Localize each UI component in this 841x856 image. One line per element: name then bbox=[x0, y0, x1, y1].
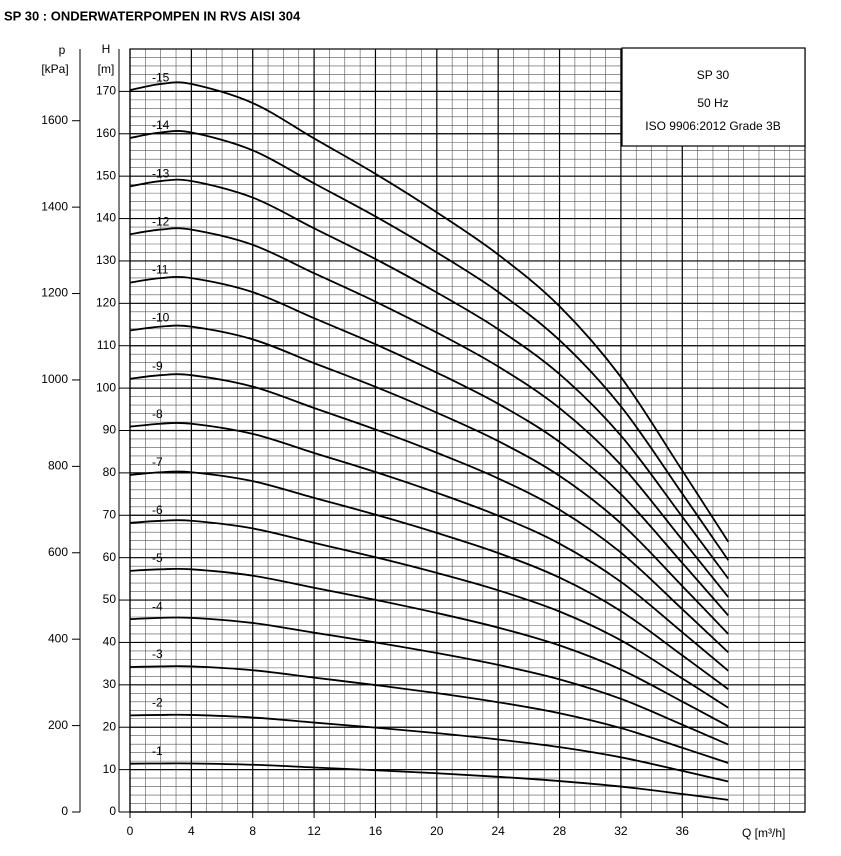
curve-label: -2 bbox=[152, 696, 163, 710]
info-line: ISO 9906:2012 Grade 3B bbox=[645, 119, 780, 133]
curve-label: -12 bbox=[152, 214, 170, 228]
pump-curve bbox=[129, 665, 729, 764]
y2-tick-label: 1000 bbox=[41, 372, 68, 386]
curve-label: -15 bbox=[152, 70, 170, 84]
x-tick-label: 0 bbox=[127, 824, 134, 838]
x-tick-label: 16 bbox=[369, 824, 383, 838]
y-tick-label: 10 bbox=[103, 762, 117, 776]
curve-label: -5 bbox=[152, 551, 163, 565]
y2-tick-label: 0 bbox=[61, 804, 68, 818]
y-tick-label: 140 bbox=[96, 211, 116, 225]
curve-label: -6 bbox=[152, 503, 163, 517]
y2-tick-label: 1200 bbox=[41, 286, 68, 300]
pump-curve bbox=[129, 275, 729, 617]
y2-tick-label: 600 bbox=[48, 545, 68, 559]
curve-label: -7 bbox=[152, 455, 163, 469]
y-tick-label: 20 bbox=[103, 719, 117, 733]
y-tick-label: 90 bbox=[103, 423, 117, 437]
curve-label: -1 bbox=[152, 744, 163, 758]
x-tick-label: 32 bbox=[614, 824, 628, 838]
pump-curve bbox=[129, 713, 729, 783]
curve-label: -4 bbox=[152, 599, 163, 613]
info-title: SP 30 bbox=[697, 68, 730, 82]
chart-title: SP 30 : ONDERWATERPOMPEN IN RVS AISI 304 bbox=[4, 8, 301, 23]
y2-axis-label: p bbox=[59, 43, 66, 57]
y2-tick-label: 1600 bbox=[41, 113, 68, 127]
y-tick-label: 150 bbox=[96, 168, 116, 182]
info-box bbox=[621, 47, 806, 147]
y-tick-label: 100 bbox=[96, 380, 116, 394]
pump-curve bbox=[129, 470, 729, 691]
y-tick-label: 120 bbox=[96, 296, 116, 310]
y2-tick-label: 200 bbox=[48, 718, 68, 732]
y-tick-label: 50 bbox=[103, 592, 117, 606]
curve-label: -8 bbox=[152, 407, 163, 421]
y2-tick-label: 800 bbox=[48, 459, 68, 473]
curve-label: -13 bbox=[152, 167, 170, 181]
pump-curve bbox=[129, 616, 729, 746]
pump-curve bbox=[129, 227, 729, 598]
pump-curve bbox=[129, 324, 729, 635]
curve-label: -14 bbox=[152, 118, 170, 132]
y-tick-label: 40 bbox=[103, 635, 117, 649]
y-tick-label: 160 bbox=[96, 126, 116, 140]
y-tick-label: 60 bbox=[103, 550, 117, 564]
pump-curve bbox=[129, 519, 729, 709]
x-axis-label: Q [m³/h] bbox=[742, 826, 785, 840]
y-tick-label: 80 bbox=[103, 465, 117, 479]
curve-label: -9 bbox=[152, 359, 163, 373]
pump-curve bbox=[129, 130, 730, 561]
pump-curve bbox=[129, 373, 729, 654]
x-tick-label: 12 bbox=[307, 824, 321, 838]
y2-axis-label: [kPa] bbox=[41, 62, 68, 76]
y-axis-label: H bbox=[102, 42, 111, 56]
x-tick-label: 24 bbox=[492, 824, 506, 838]
x-tick-label: 36 bbox=[676, 824, 690, 838]
info-line: 50 Hz bbox=[697, 96, 728, 110]
curve-label: -3 bbox=[152, 647, 163, 661]
y-axis-label: [m] bbox=[98, 62, 115, 76]
y2-tick-label: 1400 bbox=[41, 199, 68, 213]
pump-curve bbox=[129, 567, 729, 727]
y2-tick-label: 400 bbox=[48, 631, 68, 645]
x-tick-label: 28 bbox=[553, 824, 567, 838]
x-tick-label: 20 bbox=[430, 824, 444, 838]
x-tick-label: 8 bbox=[249, 824, 256, 838]
y-tick-label: 30 bbox=[103, 677, 117, 691]
curve-label: -10 bbox=[152, 311, 170, 325]
y-tick-label: 130 bbox=[96, 253, 116, 267]
plot-frame bbox=[129, 48, 806, 813]
pump-curve bbox=[129, 81, 730, 543]
y-tick-label: 170 bbox=[96, 84, 116, 98]
x-tick-label: 4 bbox=[188, 824, 195, 838]
pump-curve bbox=[129, 178, 730, 580]
y-tick-label: 0 bbox=[109, 804, 116, 818]
y-tick-label: 70 bbox=[103, 507, 117, 521]
pump-curve bbox=[129, 421, 729, 672]
y-tick-label: 110 bbox=[97, 338, 116, 352]
pump-curve bbox=[129, 762, 729, 801]
curve-label: -11 bbox=[152, 263, 169, 277]
